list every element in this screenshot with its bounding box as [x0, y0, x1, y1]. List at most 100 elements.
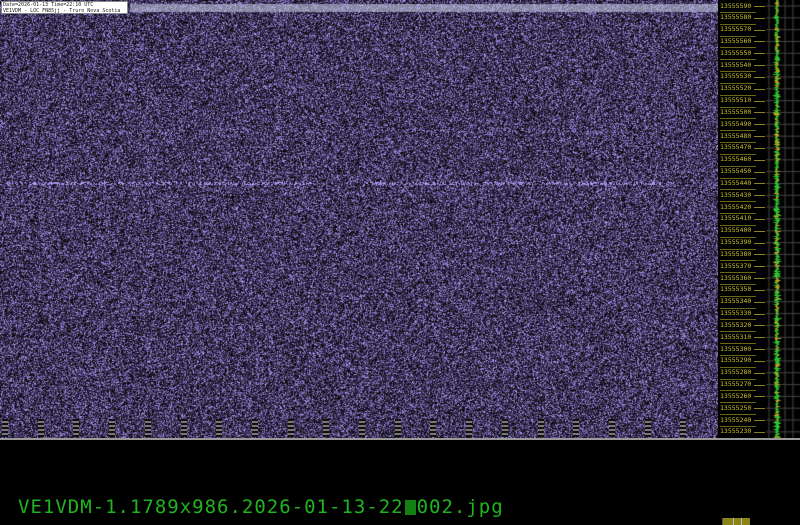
yellow-indicator [722, 518, 750, 525]
frequency-label: 13555300 [720, 346, 751, 353]
frequency-tick [754, 278, 765, 279]
frequency-tick [754, 337, 765, 338]
frequency-label: 13555340 [720, 298, 751, 305]
frequency-tick [754, 207, 765, 208]
frequency-label: 13555400 [720, 227, 751, 234]
frequency-label: 13555370 [720, 263, 751, 270]
frequency-label: 13555520 [720, 85, 751, 92]
time-marker [2, 419, 8, 437]
frequency-label: 13555440 [720, 180, 751, 187]
frequency-tick [754, 41, 765, 42]
filename-caption: VE1VDM-1.1789x986.2026-01-13-22 002.jpg [18, 496, 504, 518]
frequency-label: 13555260 [720, 393, 751, 400]
filename-prefix: VE1VDM-1.1789x986.2026-01-13-22 [18, 496, 404, 518]
frequency-tick [754, 77, 765, 78]
divider [0, 438, 800, 440]
frequency-label: 13555570 [720, 26, 751, 33]
frequency-label: 13555390 [720, 239, 751, 246]
time-marker [145, 419, 151, 437]
frequency-label: 13555330 [720, 310, 751, 317]
frequency-label: 13555540 [720, 62, 751, 69]
frequency-tick [754, 432, 765, 433]
frequency-label: 13555470 [720, 144, 751, 151]
time-marker [430, 419, 436, 437]
frequency-label: 13555530 [720, 73, 751, 80]
frequency-tick [754, 124, 765, 125]
header-station: VE1VDM - LOC FN85jj - Truro Nova Scotia [3, 8, 127, 14]
time-marker [645, 419, 651, 437]
frequency-tick [754, 325, 765, 326]
time-marker [466, 419, 472, 437]
frequency-label: 13555450 [720, 168, 751, 175]
frequency-label: 13555490 [720, 121, 751, 128]
time-marker [73, 419, 79, 437]
frequency-label: 13555410 [720, 215, 751, 222]
time-marker [573, 419, 579, 437]
time-marker [216, 419, 222, 437]
time-marker [395, 419, 401, 437]
frequency-label: 13555560 [720, 38, 751, 45]
frequency-label: 13555420 [720, 204, 751, 211]
frequency-tick [754, 136, 765, 137]
frequency-tick [754, 53, 765, 54]
frequency-axis: 13555590 13555580 13555570 13555560 13555550… [718, 0, 766, 440]
frequency-label: 13555350 [720, 286, 751, 293]
frequency-label: 13555240 [720, 417, 751, 424]
frequency-label: 13555590 [720, 3, 751, 10]
frequency-label: 13555580 [720, 14, 751, 21]
header-label: Date=2026-01-13 Time=22:10 UTC VE1VDM - … [1, 1, 128, 14]
frequency-tick [754, 112, 765, 113]
frequency-label: 13555550 [720, 50, 751, 57]
frequency-label: 13555270 [720, 381, 751, 388]
frequency-label: 13555430 [720, 192, 751, 199]
unknown-glyph-box [405, 500, 416, 515]
frequency-label: 13555500 [720, 109, 751, 116]
frequency-tick [754, 148, 765, 149]
frequency-tick [754, 172, 765, 173]
time-marker [109, 419, 115, 437]
frequency-label: 13555290 [720, 357, 751, 364]
frequency-label: 13555510 [720, 97, 751, 104]
frequency-label: 13555280 [720, 369, 751, 376]
frequency-tick [754, 195, 765, 196]
frequency-tick [754, 219, 765, 220]
frequency-label: 13555320 [720, 322, 751, 329]
frequency-tick [754, 65, 765, 66]
frequency-label: 13555380 [720, 251, 751, 258]
frequency-tick [754, 18, 765, 19]
frequency-minor-tick [720, 272, 756, 273]
frequency-tick [754, 101, 765, 102]
frequency-tick [754, 266, 765, 267]
spectrum-panel [766, 0, 800, 440]
filename-suffix: 002.jpg [417, 496, 504, 518]
frequency-label: 13555460 [720, 156, 751, 163]
frequency-tick [754, 408, 765, 409]
time-marker [538, 419, 544, 437]
frequency-tick [754, 6, 765, 7]
time-marker [680, 419, 686, 437]
frequency-tick [754, 89, 765, 90]
frequency-minor-tick [720, 343, 756, 344]
frequency-tick [754, 396, 765, 397]
time-marker [323, 419, 329, 437]
time-marker [288, 419, 294, 437]
frequency-tick [754, 243, 765, 244]
frequency-minor-tick [720, 414, 756, 415]
frequency-label: 13555360 [720, 275, 751, 282]
waterfall-spectrogram [0, 0, 718, 438]
frequency-tick [754, 290, 765, 291]
frequency-label: 13555230 [720, 428, 751, 435]
frequency-tick [754, 231, 765, 232]
frequency-tick [754, 30, 765, 31]
frequency-tick [754, 314, 765, 315]
frequency-label: 13555480 [720, 133, 751, 140]
frequency-label: 13555250 [720, 405, 751, 412]
frequency-label: 13555310 [720, 334, 751, 341]
qrss-grabber-image: Date=2026-01-13 Time=22:10 UTC VE1VDM - … [0, 0, 800, 440]
frequency-tick [754, 160, 765, 161]
frequency-tick [754, 373, 765, 374]
time-marker [359, 419, 365, 437]
frequency-tick [754, 302, 765, 303]
frequency-tick [754, 361, 765, 362]
time-marker [252, 419, 258, 437]
